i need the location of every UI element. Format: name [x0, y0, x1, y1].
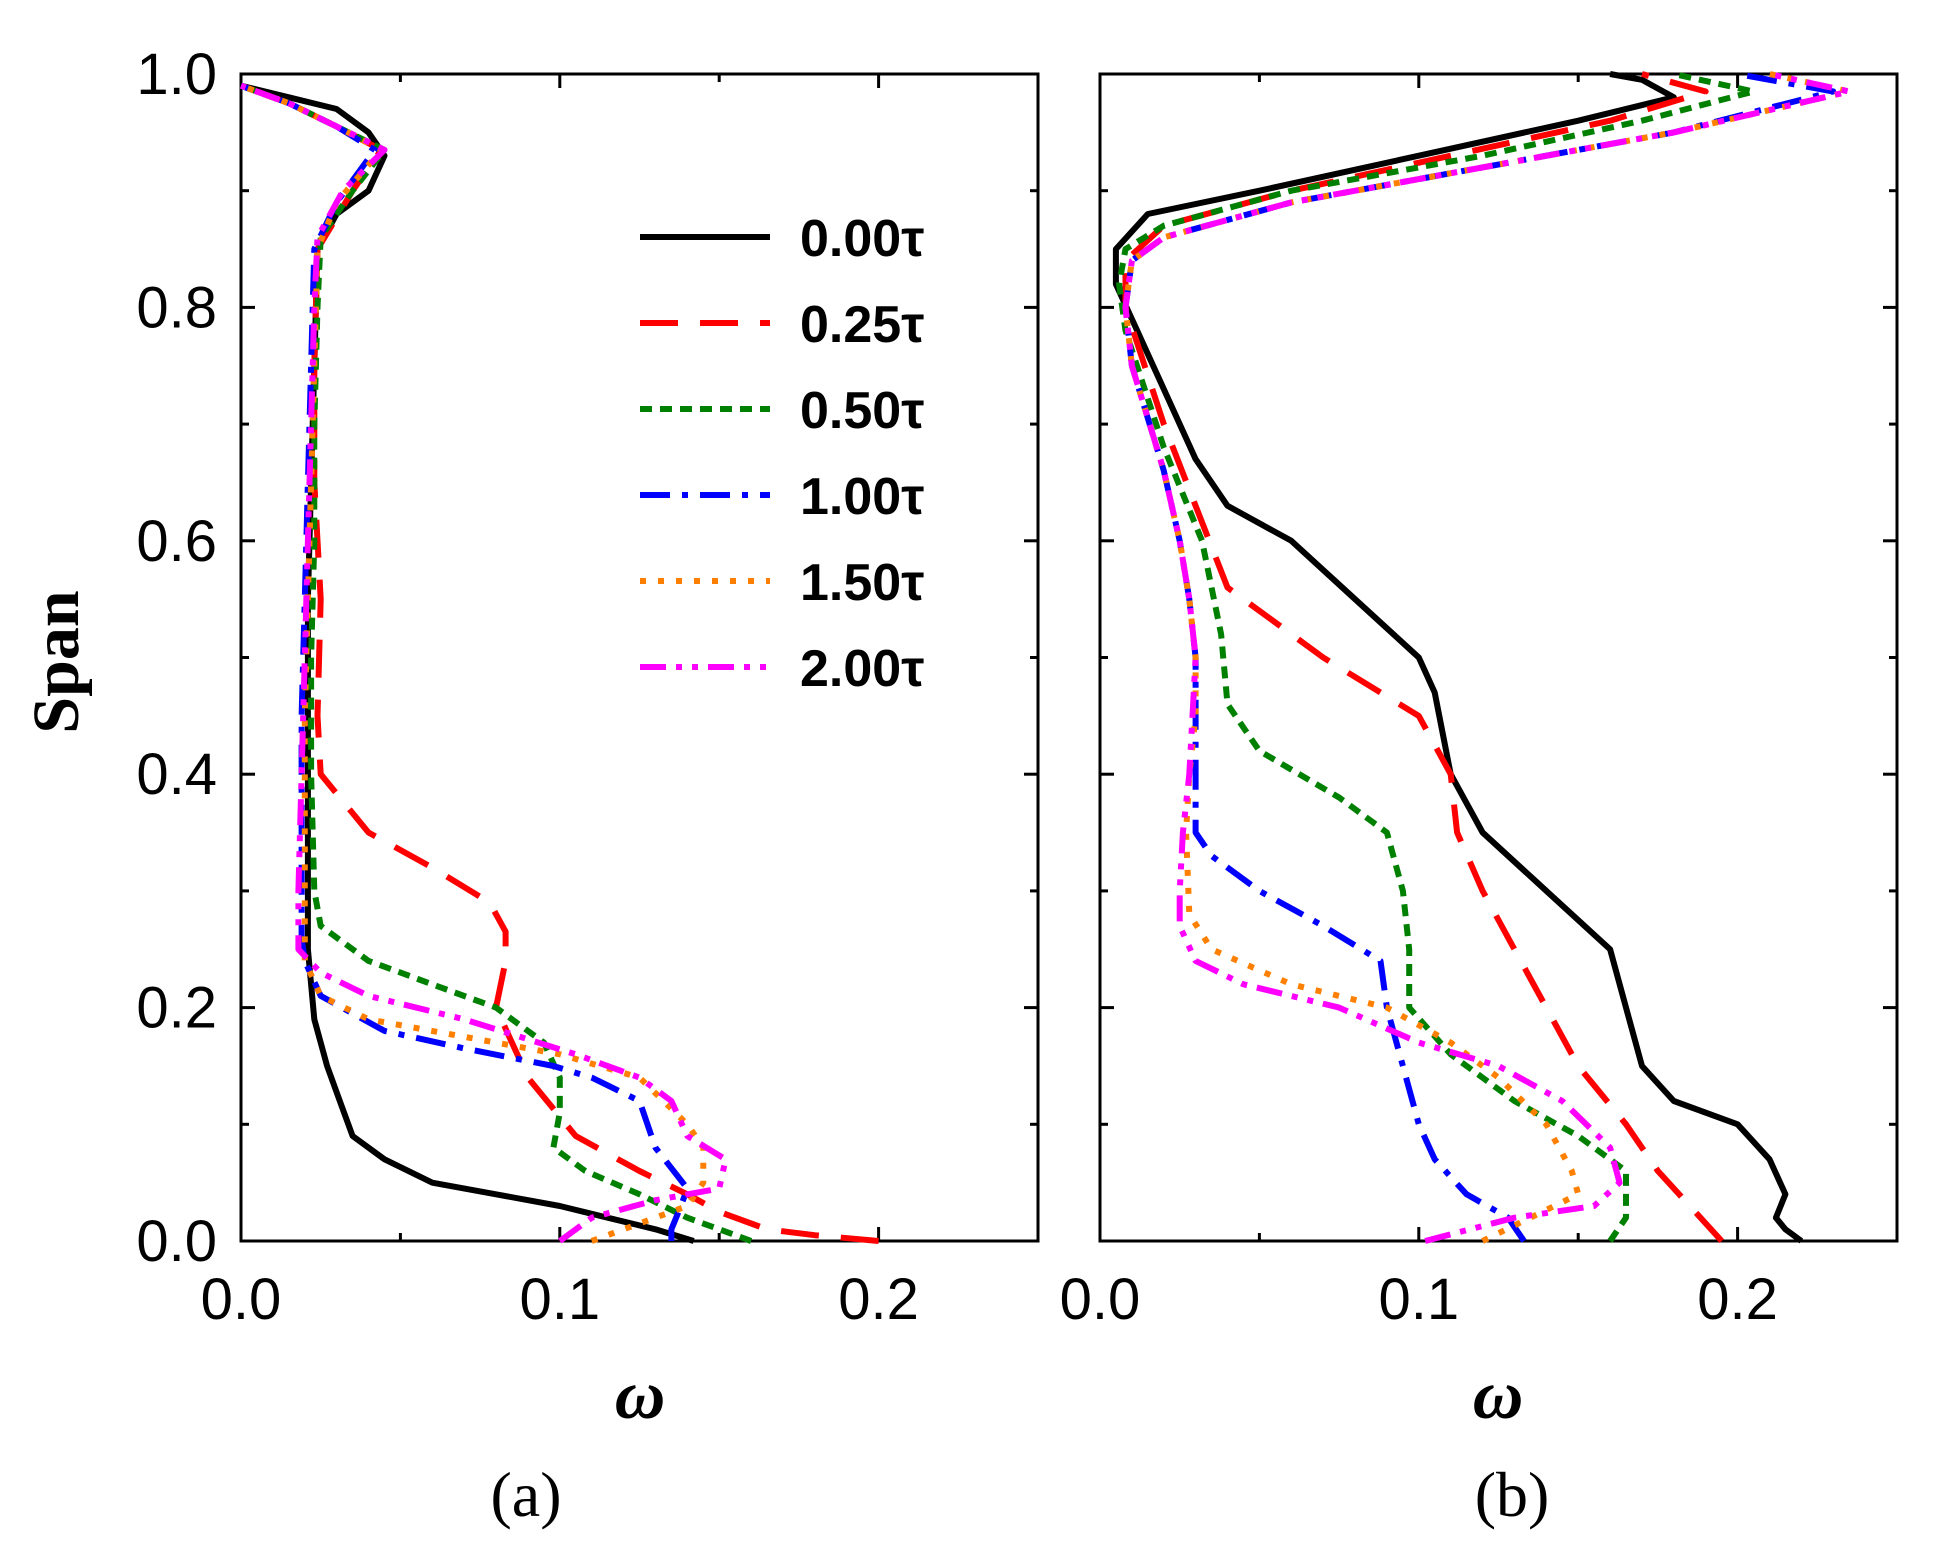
x-tick-label: 0.1: [519, 1267, 600, 1332]
series-line-000-tau: [1112, 71, 1804, 1244]
legend-label: 0.25τ: [800, 296, 924, 354]
x-tick-labels-a: 0.0 0.1 0.2: [201, 1267, 919, 1332]
x-tick-label: 0.1: [1378, 1267, 1459, 1332]
y-axis-title: Span: [20, 590, 93, 733]
panel-a: 0.00.20.40.60.81.0 0.0 0.1 0.2 Span ω (a) …: [20, 42, 1040, 1530]
y-tick-label: 0.0: [136, 1209, 217, 1274]
y-tick-labels-a: 0.0 0.2 0.4 0.6 0.8 1.0: [136, 42, 217, 1274]
x-tick-label: 0.0: [201, 1267, 282, 1332]
x-tick-label: 0.0: [1060, 1267, 1141, 1332]
series-line-200-tau: [1122, 71, 1853, 1244]
axis-ticks-b: [1098, 72, 1899, 1243]
y-tick-label: 0.8: [136, 275, 217, 340]
x-tick-labels-b: 0.0 0.1 0.2: [1060, 1267, 1778, 1332]
series-line-200-tau: [239, 82, 729, 1244]
y-tick-label: 0.4: [136, 742, 217, 807]
legend-label: 1.00τ: [800, 468, 924, 526]
x-axis-title-b: ω: [1473, 1357, 1524, 1434]
axis-ticks-a: [239, 72, 1040, 1243]
legend-label: 0.00τ: [800, 210, 924, 268]
plot-frame-b: [1098, 72, 1899, 1243]
series-line-100-tau: [1122, 71, 1837, 1243]
series-line-150-tau: [1122, 71, 1853, 1244]
y-tick-label: 1.0: [136, 42, 217, 107]
y-tick-label: 0.2: [136, 976, 217, 1041]
series-line-000-tau: [240, 82, 695, 1244]
panel-b: 0.0 0.1 0.2 ω (b): [1060, 71, 1899, 1530]
x-tick-label: 0.2: [1697, 1267, 1778, 1332]
series-line-100-tau: [239, 82, 691, 1241]
legend-label: 1.50τ: [800, 554, 924, 612]
series-group-a: [239, 82, 879, 1244]
series-line-025-tau: [1122, 71, 1724, 1244]
series-line-050-tau: [239, 82, 753, 1244]
legend-label: 0.50τ: [800, 382, 924, 440]
x-axis-title-a: ω: [615, 1357, 666, 1434]
panel-label-b: (b): [1475, 1459, 1550, 1530]
legend-label: 2.00τ: [800, 640, 924, 698]
series-line-050-tau: [1116, 71, 1757, 1243]
y-tick-label: 0.6: [136, 509, 217, 574]
x-tick-label: 0.2: [838, 1267, 919, 1332]
series-group-b: [1112, 71, 1853, 1244]
legend: 0.00τ 0.25τ 0.50τ 1.00τ 1.50τ 2.00τ: [640, 210, 924, 698]
panel-label-a: (a): [490, 1459, 561, 1530]
